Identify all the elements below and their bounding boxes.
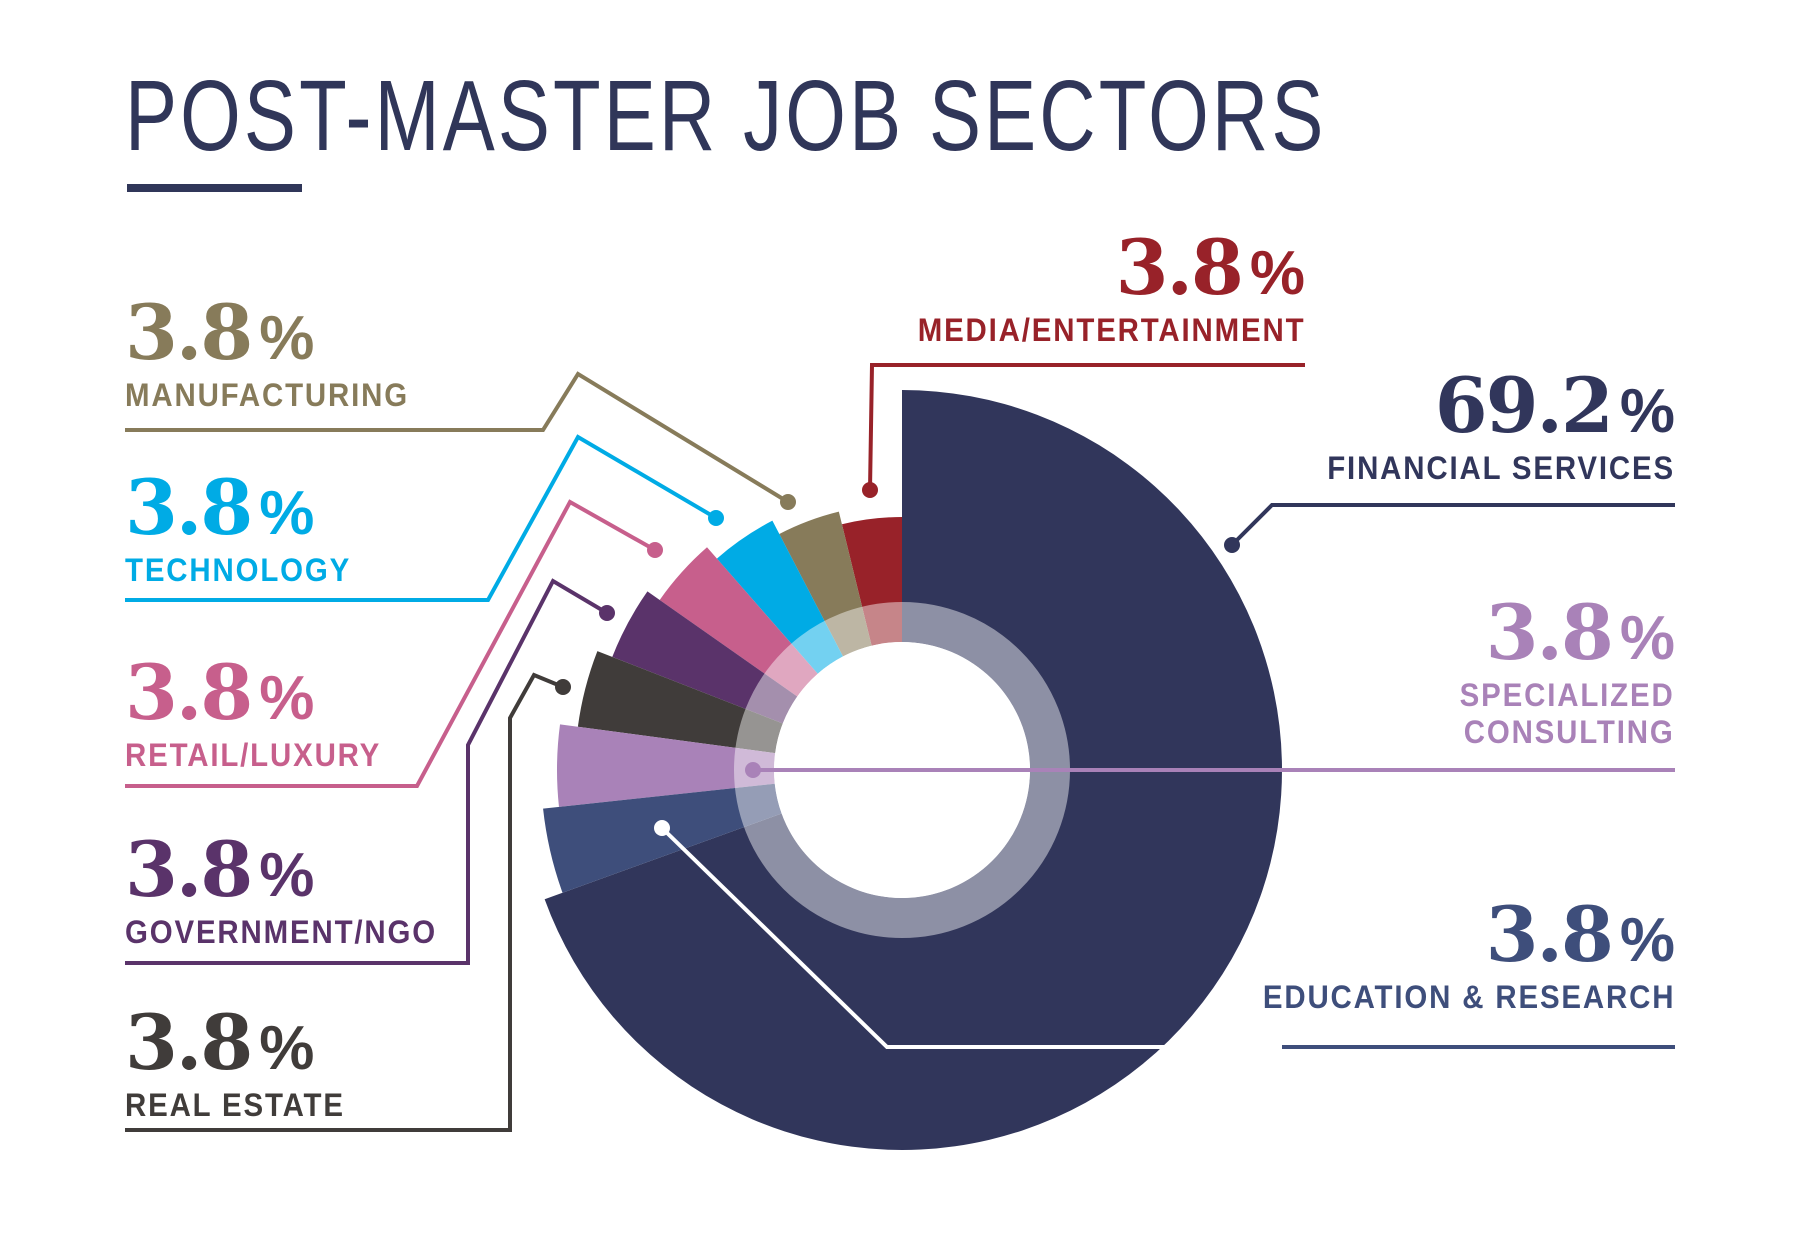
- pct-value: 3.8: [1115, 223, 1244, 312]
- percent-sign: %: [259, 1014, 315, 1083]
- slice-media-entertainment: [841, 517, 902, 646]
- slice-financial-services: [544, 390, 1283, 1150]
- percent-sign: %: [259, 841, 315, 910]
- label-media: 3.8% MEDIA/ENTERTAINMENT: [884, 230, 1305, 349]
- sector-name: TECHNOLOGY: [125, 552, 352, 588]
- leader-dot: [654, 820, 670, 836]
- leader-lines: [125, 363, 1675, 1132]
- leader-dot: [647, 542, 663, 558]
- slice-technology: [716, 520, 843, 674]
- leader-line: [125, 672, 564, 1132]
- leader-dot: [862, 482, 878, 498]
- slice-specialized-consulting: [557, 724, 776, 807]
- leader-line: [1230, 503, 1675, 547]
- label-financial: 69.2% FINANCIAL SERVICES: [1297, 368, 1675, 487]
- leader-line: [125, 371, 790, 504]
- pct-value: 3.8: [1485, 588, 1614, 677]
- leader-dot: [708, 510, 724, 526]
- leader-line: [125, 578, 609, 965]
- percent-sign: %: [1619, 604, 1675, 673]
- leader-line: [125, 499, 656, 788]
- label-government: 3.8% GOVERNMENT/NGO: [125, 832, 464, 951]
- sector-name: EDUCATION & RESEARCH: [1262, 979, 1675, 1015]
- leader-line: [125, 434, 718, 602]
- percent-sign: %: [1249, 239, 1305, 308]
- sector-name: REAL ESTATE: [125, 1087, 345, 1123]
- leader-dot: [745, 762, 761, 778]
- percent-sign: %: [259, 304, 315, 373]
- sector-name: RETAIL/LUXURY: [125, 737, 382, 773]
- label-technology: 3.8% TECHNOLOGY: [125, 470, 371, 589]
- slice-government-ngo: [612, 591, 798, 724]
- label-manufacturing: 3.8% MANUFACTURING: [125, 295, 434, 414]
- leader-line: [660, 826, 1282, 1049]
- pct-value: 3.8: [125, 825, 253, 914]
- pct-value: 3.8: [125, 288, 253, 377]
- percent-sign: %: [259, 479, 315, 548]
- label-retail: 3.8% RETAIL/LUXURY: [125, 655, 403, 774]
- slice-real-estate: [577, 651, 783, 754]
- chart-slices: [543, 390, 1283, 1150]
- slice-education-research: [543, 783, 782, 893]
- percent-sign: %: [259, 664, 315, 733]
- percent-sign: %: [1619, 906, 1675, 975]
- pct-value: 69.2: [1434, 361, 1614, 450]
- sector-name: GOVERNMENT/NGO: [125, 914, 437, 950]
- sector-name-line2: CONSULTING: [1464, 714, 1675, 750]
- pct-value: 3.8: [125, 998, 253, 1087]
- sector-name: MANUFACTURING: [125, 377, 409, 413]
- sector-name-line1: SPECIALIZED: [1460, 677, 1675, 713]
- pct-value: 3.8: [1485, 890, 1614, 979]
- leader-line: [868, 363, 1305, 491]
- sector-name: FINANCIAL SERVICES: [1327, 450, 1675, 486]
- percent-sign: %: [1619, 377, 1675, 446]
- leader-dot: [780, 494, 796, 510]
- title-underline: [127, 184, 302, 192]
- leader-dot: [555, 679, 571, 695]
- pct-value: 3.8: [125, 463, 253, 552]
- chart-title: POST-MASTER JOB SECTORS: [125, 60, 1327, 172]
- slice-retail-luxury: [659, 547, 818, 697]
- label-education: 3.8% EDUCATION & RESEARCH: [1227, 897, 1675, 1016]
- slice-manufacturing: [779, 511, 872, 657]
- leader-dot: [1224, 537, 1240, 553]
- leader-dot: [599, 605, 615, 621]
- pct-value: 3.8: [125, 648, 253, 737]
- label-real-estate: 3.8% REAL ESTATE: [125, 1005, 364, 1124]
- sector-name: MEDIA/ENTERTAINMENT: [917, 312, 1305, 348]
- label-consulting: 3.8% SPECIALIZED CONSULTING: [1441, 595, 1675, 751]
